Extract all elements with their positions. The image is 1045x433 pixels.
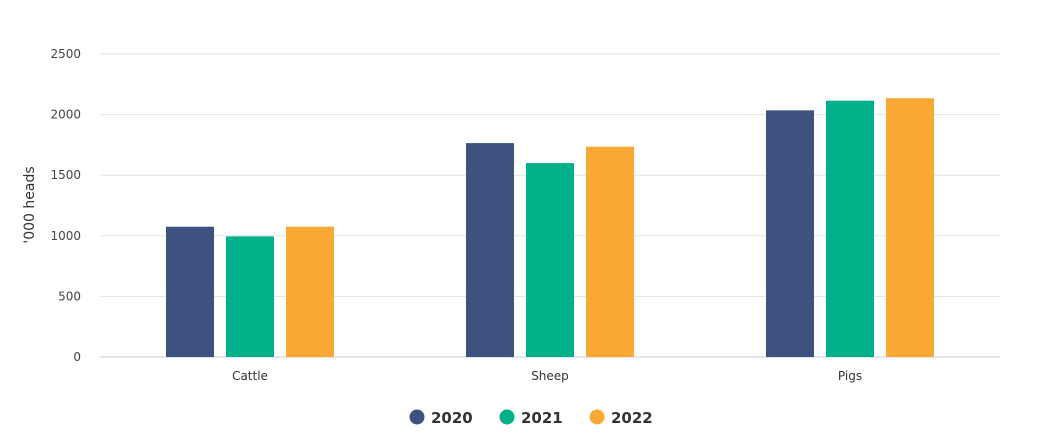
bar-pigs-2021[interactable] <box>826 100 874 358</box>
y-tick-label: 0 <box>73 350 81 364</box>
bar-cattle-2020[interactable] <box>166 226 214 357</box>
legend-marker-icon <box>409 409 425 425</box>
y-tick-label: 1000 <box>50 229 81 243</box>
legend-item-2021[interactable]: 2021 <box>499 409 563 427</box>
bar-pigs-2022[interactable] <box>886 98 934 357</box>
legend-label: 2022 <box>611 409 653 427</box>
legend-item-2020[interactable]: 2020 <box>409 409 473 427</box>
y-axis-title: '000 heads <box>22 166 38 243</box>
y-axis-ticks: 0 500 1000 1500 2000 2500 <box>50 47 81 364</box>
bar-cattle-2021[interactable] <box>226 236 274 357</box>
bar-sheep-2022[interactable] <box>586 146 634 357</box>
y-tick-label: 500 <box>58 289 81 303</box>
bars <box>166 98 934 358</box>
legend-label: 2020 <box>431 409 473 427</box>
bar-cattle-2022[interactable] <box>286 226 334 357</box>
legend[interactable]: 2020 2021 2022 <box>409 409 653 427</box>
x-axis-ticks: Cattle Sheep Pigs <box>232 369 862 383</box>
x-tick-label: Sheep <box>531 369 569 383</box>
x-tick-label: Cattle <box>232 369 268 383</box>
legend-item-2022[interactable]: 2022 <box>589 409 653 427</box>
y-tick-label: 1500 <box>50 168 81 182</box>
y-tick-label: 2500 <box>50 47 81 61</box>
bar-sheep-2021[interactable] <box>526 163 574 357</box>
legend-label: 2021 <box>521 409 563 427</box>
bar-pigs-2020[interactable] <box>766 110 814 357</box>
legend-marker-icon <box>499 409 515 425</box>
y-tick-label: 2000 <box>50 108 81 122</box>
bar-sheep-2020[interactable] <box>466 143 514 357</box>
legend-marker-icon <box>589 409 605 425</box>
x-tick-label: Pigs <box>838 369 862 383</box>
